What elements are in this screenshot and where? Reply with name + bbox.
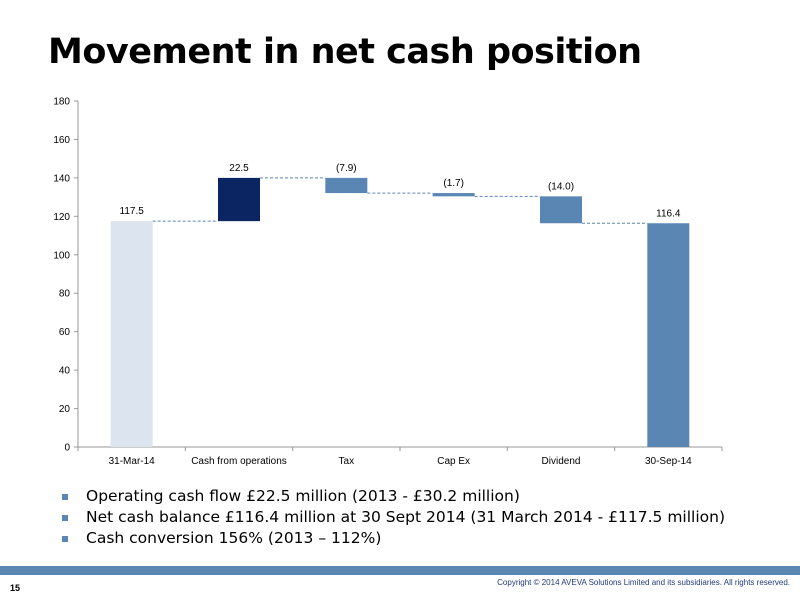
x-category-label: Cap Ex	[437, 456, 470, 467]
x-category-label: 30-Sep-14	[645, 456, 692, 467]
y-tick-label: 100	[53, 250, 70, 261]
bar-cash-from-operations	[218, 177, 260, 222]
data-label: 22.5	[229, 163, 249, 174]
y-tick-label: 120	[53, 212, 70, 223]
bar-30-sep-14	[647, 223, 690, 447]
y-tick-label: 40	[59, 366, 71, 377]
slide-title: Movement in net cash position	[48, 32, 642, 72]
bullet-item: Operating cash flow £22.5 million (2013 …	[62, 486, 725, 507]
bar-31-mar-14	[110, 221, 153, 447]
bullet-marker-icon	[62, 515, 68, 521]
page-number: 15	[10, 583, 21, 593]
y-tick-label: 140	[53, 173, 70, 184]
y-tick-label: 0	[64, 443, 70, 454]
data-label: (7.9)	[336, 163, 357, 174]
y-axis-group: 0 20 40 60 80 100 120 140 160 180	[53, 97, 79, 454]
copyright-notice: Copyright © 2014 AVEVA Solutions Limited…	[497, 578, 790, 587]
bullet-item: Net cash balance £116.4 million at 30 Se…	[62, 507, 725, 528]
bullet-marker-icon	[62, 494, 68, 500]
waterfall-chart: 0 20 40 60 80 100 120 140 160 180 31-Mar-14 Cash f…	[53, 97, 723, 467]
bullet-list: Operating cash flow £22.5 million (2013 …	[62, 486, 725, 549]
bullet-text: Net cash balance £116.4 million at 30 Se…	[86, 508, 726, 526]
data-label: 117.5	[120, 206, 145, 217]
x-category-label: Dividend	[542, 456, 581, 467]
y-tick-label: 20	[59, 404, 71, 415]
connectors-group	[152, 177, 648, 224]
x-category-label: Tax	[339, 456, 355, 467]
data-label: (1.7)	[443, 178, 464, 189]
x-axis-group: 31-Mar-14 Cash from operations Tax Cap Ex Di…	[77, 446, 723, 467]
bar-tax	[325, 177, 368, 194]
x-category-label: Cash from operations	[191, 456, 287, 467]
bars-group	[110, 177, 690, 447]
bullet-item: Cash conversion 156% (2013 – 112%)	[62, 528, 725, 549]
data-labels-group: 117.5 22.5 (7.9) (1.7) (14.0) 116.4	[120, 163, 681, 219]
bullet-text: Operating cash flow £22.5 million (2013 …	[86, 487, 520, 505]
bullet-text: Cash conversion 156% (2013 – 112%)	[86, 529, 382, 547]
y-tick-label: 60	[59, 327, 71, 338]
y-tick-label: 160	[53, 135, 70, 146]
data-label: (14.0)	[548, 181, 574, 192]
data-label: 116.4	[656, 208, 681, 219]
bullet-marker-icon	[62, 536, 68, 542]
bar-cap-ex	[432, 193, 475, 197]
x-category-label: 31-Mar-14	[109, 456, 156, 467]
y-tick-label: 180	[53, 97, 70, 108]
y-tick-label: 80	[59, 289, 71, 300]
footer-bar	[0, 566, 800, 575]
bar-dividend	[540, 196, 582, 224]
